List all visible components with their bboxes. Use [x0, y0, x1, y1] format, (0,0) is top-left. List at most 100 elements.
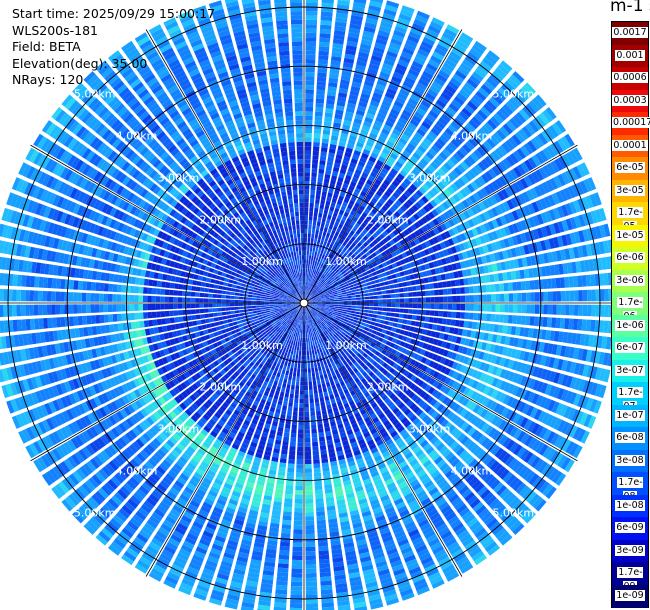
ppi-gate	[327, 214, 332, 220]
ppi-gate	[406, 187, 415, 195]
ppi-gate	[494, 205, 503, 215]
ppi-gate	[482, 304, 487, 312]
ppi-gate	[345, 147, 353, 154]
ppi-gate	[339, 261, 344, 266]
ppi-gate	[280, 541, 290, 547]
ppi-gate	[302, 342, 304, 347]
ppi-gate	[391, 298, 396, 303]
ppi-gate	[323, 391, 329, 397]
ppi-gate	[321, 191, 327, 197]
ppi-gate	[431, 209, 439, 217]
ppi-gate	[380, 104, 390, 112]
ppi-gate	[304, 272, 306, 277]
ppi-gate	[354, 113, 364, 121]
ppi-gate	[404, 43, 416, 52]
ppi-gate	[320, 249, 324, 255]
ppi-gate	[386, 50, 398, 59]
ppi-gate	[283, 436, 290, 442]
ppi-gate	[480, 125, 491, 136]
ppi-gate	[479, 143, 490, 154]
ppi-gate	[317, 423, 323, 429]
ppi-gate	[305, 564, 317, 569]
ppi-gate	[311, 168, 318, 173]
ppi-gate	[560, 204, 569, 217]
ppi-gate	[370, 186, 377, 193]
ppi-gate	[340, 75, 351, 82]
ppi-gate	[276, 362, 281, 368]
ppi-gate	[304, 194, 309, 199]
ppi-gate	[337, 176, 344, 183]
ppi-gate	[403, 229, 410, 236]
ppi-gate	[304, 220, 308, 225]
ppi-gate	[350, 313, 356, 317]
ppi-gate	[359, 47, 371, 55]
ppi-gate	[534, 135, 545, 148]
ppi-gate	[373, 275, 379, 280]
ppi-gate	[292, 538, 303, 543]
ppi-gate	[466, 208, 475, 217]
ppi-gate	[483, 185, 492, 196]
ppi-gate	[470, 267, 476, 276]
ppi-gate	[349, 134, 357, 141]
ppi-gate	[451, 99, 462, 109]
ppi-gate	[304, 259, 306, 264]
ppi-gate	[423, 277, 429, 284]
ppi-gate	[403, 190, 412, 198]
ppi-gate	[406, 174, 415, 183]
ppi-gate	[452, 303, 457, 311]
ppi-gate	[362, 228, 368, 235]
ppi-gate	[585, 195, 594, 209]
ppi-gate	[382, 299, 387, 303]
ppi-gate	[428, 317, 434, 323]
ppi-gate	[354, 212, 361, 219]
ppi-gate	[344, 115, 353, 122]
ppi-gate	[517, 258, 524, 268]
ppi-gate	[319, 244, 323, 249]
ppi-gate	[292, 371, 297, 377]
ppi-gate	[421, 171, 430, 179]
ppi-gate	[420, 99, 431, 109]
ppi-gate	[317, 528, 327, 534]
ppi-gate	[467, 277, 473, 285]
ppi-gate	[318, 366, 322, 372]
ppi-gate	[290, 599, 303, 604]
ppi-gate	[389, 284, 395, 289]
ppi-gate	[447, 54, 460, 65]
ppi-gate	[384, 281, 390, 286]
ppi-gate	[415, 177, 424, 186]
ppi-gate	[573, 215, 582, 228]
ppi-gate	[473, 149, 483, 160]
ppi-gate	[587, 177, 597, 191]
ppi-gate	[385, 312, 391, 317]
ppi-gate	[364, 293, 369, 297]
ppi-gate	[468, 286, 474, 294]
ppi-gate	[294, 511, 303, 517]
ppi-gate	[281, 409, 287, 415]
ppi-gate	[320, 589, 333, 595]
ppi-gate	[313, 129, 322, 134]
ppi-gate	[278, 554, 290, 560]
ppi-gate	[318, 59, 328, 65]
ppi-gate	[475, 215, 483, 224]
ppi-gate	[309, 337, 312, 342]
ppi-gate	[499, 107, 511, 119]
ppi-gate	[463, 210, 471, 219]
ppi-gate	[359, 265, 365, 270]
ppi-gate	[385, 260, 392, 266]
ppi-gate	[326, 161, 333, 167]
ppi-gate	[475, 90, 487, 102]
ppi-gate	[463, 186, 472, 196]
ppi-gate	[469, 194, 477, 204]
ppi-gate	[289, 353, 293, 359]
ppi-gate	[378, 226, 385, 233]
ppi-gate	[440, 178, 449, 187]
ppi-gate	[400, 133, 410, 142]
ppi-gate	[316, 89, 325, 95]
ppi-gate	[316, 225, 320, 231]
ppi-gate	[309, 211, 313, 217]
ppi-gate	[323, 276, 328, 281]
ppi-gate	[429, 199, 438, 208]
ppi-gate	[278, 377, 284, 383]
ppi-gate	[328, 290, 333, 294]
ppi-gate	[295, 490, 303, 495]
